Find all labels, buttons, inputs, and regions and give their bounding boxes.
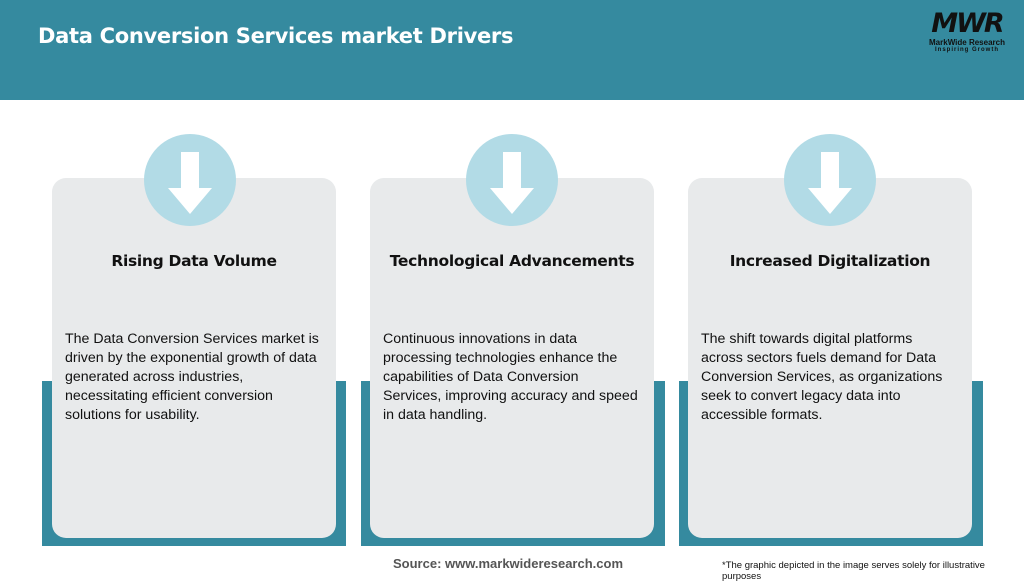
logo: MWR MarkWide Research Inspiring Growth — [922, 10, 1012, 54]
driver-card: Increased Digitalization The shift towar… — [688, 178, 972, 538]
driver-card: Rising Data Volume The Data Conversion S… — [52, 178, 336, 538]
card-title: Increased Digitalization — [729, 252, 931, 270]
card-body: Continuous innovations in data processin… — [383, 331, 638, 423]
source-text: Source: www.markwideresearch.com — [393, 556, 624, 571]
driver-card: Technological Advancements Continuous in… — [370, 178, 654, 538]
arrow-down-icon — [784, 134, 876, 226]
arrow-down-icon — [144, 134, 236, 226]
card-title: Rising Data Volume — [111, 252, 277, 270]
logo-tagline: Inspiring Growth — [935, 47, 999, 53]
card-title: Technological Advancements — [389, 252, 635, 270]
disclaimer-note: *The graphic depicted in the image serve… — [722, 560, 985, 582]
card-body: The shift towards digital platforms acro… — [701, 331, 943, 423]
logo-mark: MWR — [931, 8, 1004, 39]
arrow-down-icon — [466, 134, 558, 226]
logo-name: MarkWide Research — [929, 38, 1005, 47]
page-title: Data Conversion Services market Drivers — [38, 24, 514, 48]
header-banner: Data Conversion Services market Drivers … — [0, 0, 1024, 100]
card-body: The Data Conversion Services market is d… — [65, 331, 319, 423]
